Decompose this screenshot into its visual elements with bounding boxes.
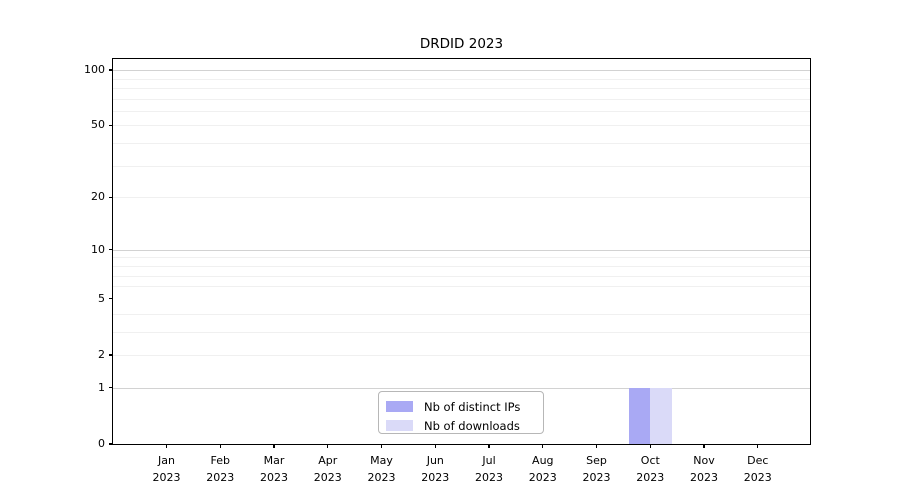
bar-nb-of-distinct-ips xyxy=(628,387,651,444)
x-tick-mark xyxy=(165,444,168,448)
y-tick-label: 1 xyxy=(98,380,105,394)
x-tick-month: Sep xyxy=(586,454,607,467)
x-tick-month: Jan xyxy=(158,454,175,467)
bar-nb-of-downloads xyxy=(650,387,672,444)
x-tick-label: Sep 2023 xyxy=(565,453,629,486)
x-tick-mark xyxy=(273,444,275,448)
x-tick-month: Oct xyxy=(640,454,660,467)
legend: Nb of distinct IPs Nb of downloads xyxy=(378,391,544,434)
x-tick-year: 2023 xyxy=(367,470,396,484)
minor-gridline xyxy=(113,87,810,89)
x-tick-year: 2023 xyxy=(152,470,181,484)
x-tick-month: Jul xyxy=(482,454,496,467)
legend-swatch-distinct-ips-icon xyxy=(386,401,413,412)
x-tick-label: Aug 2023 xyxy=(511,453,575,486)
x-tick-mark xyxy=(327,444,329,448)
x-tick-mark xyxy=(542,444,544,448)
x-tick-year: 2023 xyxy=(260,470,288,484)
legend-item-downloads: Nb of downloads xyxy=(386,416,535,435)
x-tick-label: May 2023 xyxy=(350,453,414,486)
x-tick-month: May xyxy=(370,454,393,467)
x-tick-year: 2023 xyxy=(206,470,235,484)
y-tick-label: 100 xyxy=(84,63,105,77)
y-tick-mark xyxy=(108,249,113,251)
minor-gridline xyxy=(113,110,810,112)
y-tick-mark xyxy=(108,196,113,198)
minor-gridline xyxy=(113,331,810,333)
major-gridline xyxy=(113,249,810,251)
minor-gridline xyxy=(113,143,810,145)
x-tick-mark xyxy=(434,444,436,448)
legend-label-distinct-ips: Nb of distinct IPs xyxy=(424,399,521,414)
x-tick-label: Feb 2023 xyxy=(188,453,252,486)
legend-item-distinct-ips: Nb of distinct IPs xyxy=(386,397,535,416)
x-tick-month: Nov xyxy=(693,454,715,467)
x-tick-mark xyxy=(595,444,598,448)
x-tick-label: Jan 2023 xyxy=(135,453,199,486)
y-tick-label: 2 xyxy=(98,348,105,361)
legend-label-downloads: Nb of downloads xyxy=(424,418,520,433)
y-tick-mark xyxy=(108,354,113,356)
y-tick-mark xyxy=(108,387,113,389)
minor-gridline xyxy=(113,266,810,267)
x-tick-mark xyxy=(219,444,221,448)
major-gridline xyxy=(113,70,810,72)
x-tick-label: Nov 2023 xyxy=(672,453,736,486)
x-tick-month: Aug xyxy=(532,454,554,467)
x-tick-year: 2023 xyxy=(313,470,342,484)
y-tick-mark xyxy=(108,124,113,127)
minor-gridline xyxy=(113,286,810,288)
x-tick-year: 2023 xyxy=(743,470,772,484)
y-tick-label: 10 xyxy=(91,242,105,256)
x-tick-label: Apr 2023 xyxy=(296,453,360,486)
x-tick-mark xyxy=(649,444,651,448)
x-tick-label: Dec 2023 xyxy=(726,453,790,486)
x-tick-label: Jul 2023 xyxy=(457,453,521,486)
x-tick-label: Jun 2023 xyxy=(403,453,467,486)
x-tick-month: Jun xyxy=(426,454,444,467)
x-tick-mark xyxy=(703,444,705,448)
x-tick-month: Mar xyxy=(263,454,285,467)
x-tick-year: 2023 xyxy=(690,470,718,484)
major-gridline xyxy=(113,387,810,389)
minor-gridline xyxy=(113,98,810,100)
minor-gridline xyxy=(113,275,810,277)
minor-gridline xyxy=(113,165,810,167)
y-tick-mark xyxy=(108,298,113,300)
x-tick-mark xyxy=(757,444,759,448)
x-tick-month: Apr xyxy=(318,454,338,467)
plot-area xyxy=(113,58,810,444)
x-tick-year: 2023 xyxy=(582,470,611,484)
chart-title: DRDID 2023 xyxy=(419,36,504,52)
x-tick-mark xyxy=(380,444,383,448)
x-tick-label: Oct 2023 xyxy=(618,453,682,486)
minor-gridline xyxy=(113,355,810,356)
y-tick-label: 50 xyxy=(91,118,105,132)
y-tick-mark xyxy=(108,443,113,445)
minor-gridline xyxy=(113,313,810,315)
x-tick-month: Dec xyxy=(747,454,769,467)
x-tick-year: 2023 xyxy=(636,470,665,484)
y-tick-label: 0 xyxy=(98,437,105,450)
minor-gridline xyxy=(113,197,810,199)
x-tick-label: Mar 2023 xyxy=(242,453,306,486)
minor-gridline xyxy=(113,125,810,127)
x-tick-month: Feb xyxy=(210,454,231,467)
y-tick-mark xyxy=(108,69,113,71)
x-tick-mark xyxy=(488,444,490,448)
x-tick-year: 2023 xyxy=(421,470,450,484)
minor-gridline xyxy=(113,257,810,259)
minor-gridline xyxy=(113,78,810,80)
y-tick-label: 20 xyxy=(91,190,105,204)
x-tick-year: 2023 xyxy=(475,470,503,484)
y-tick-label: 5 xyxy=(98,291,105,305)
x-tick-year: 2023 xyxy=(528,470,557,484)
legend-swatch-downloads-icon xyxy=(386,420,413,431)
